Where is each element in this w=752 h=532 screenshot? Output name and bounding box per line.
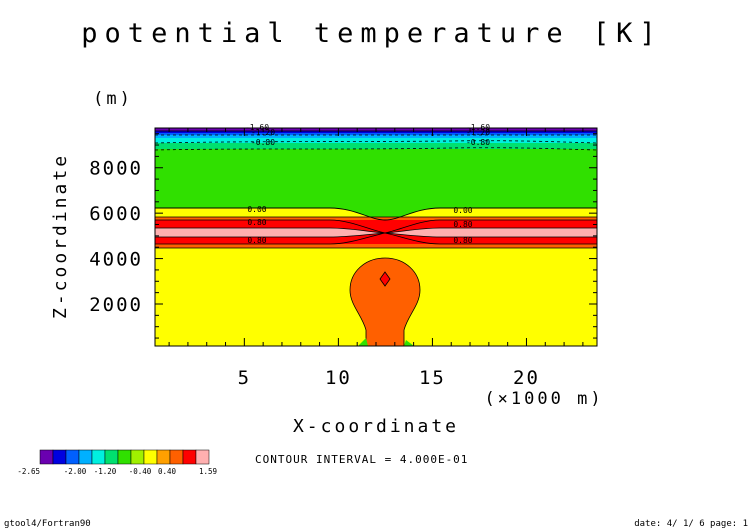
x-tick-labels: 5 10 15 20 (238, 367, 540, 389)
contour-label: 0.80 (247, 236, 266, 245)
y-axis-title: Z-coordinate (50, 153, 71, 319)
colorbar-swatch (65, 449, 80, 465)
plot-area: -1.60 -1.20 -0.80 0.00 0.80 0.80 -1.60 -… (154, 123, 598, 347)
contour-label: 0.80 (453, 220, 472, 229)
colorbar-swatch (104, 449, 119, 465)
y-tick-label: 8000 (89, 158, 143, 180)
contour-label: -0.80 (251, 138, 275, 147)
y-tick-label: 2000 (89, 294, 143, 316)
colorbar-swatch (143, 449, 158, 465)
small-green-left (358, 338, 368, 346)
chart-title: potential temperature [K] (81, 18, 662, 49)
contour-label: -1.20 (466, 128, 490, 137)
colorbar-tick-label: 1.59 (199, 467, 217, 476)
band-top-blue2 (155, 133, 597, 135)
band-pink-right (385, 228, 597, 237)
band-top-cyan (155, 135, 597, 138)
x-axis-title: X-coordinate (293, 416, 459, 437)
axis-ticks (155, 128, 597, 346)
small-green-right (404, 340, 414, 346)
x-tick-label: 10 (325, 367, 352, 389)
band-red-upper (155, 220, 597, 233)
colorbar-swatch (91, 449, 106, 465)
contour-interval-text: CONTOUR INTERVAL = 4.000E-01 (255, 453, 468, 466)
bubble-red-diamond (379, 271, 391, 287)
y-tick-label: 4000 (89, 249, 143, 271)
colorbar-swatch (156, 449, 171, 465)
colorbar-tick-label: -0.40 (129, 467, 152, 476)
contour-label: -1.20 (251, 128, 275, 137)
band-top-green (155, 143, 597, 149)
contour-lines (154, 130, 598, 249)
footer-left: gtool4/Fortran90 (4, 519, 91, 529)
colorbar-tick-label: -1.20 (94, 467, 117, 476)
colorbar-swatch (195, 449, 210, 465)
contour-label: 0.80 (453, 236, 472, 245)
band-pink-left (155, 228, 385, 237)
contour-label: -0.80 (466, 138, 490, 147)
x-tick-label: 5 (238, 367, 251, 389)
colorbar-tick-labels: -2.65 -2.00 -1.20 -0.40 0.40 1.59 (17, 467, 217, 476)
contour-label: 0.00 (247, 205, 266, 214)
x-tick-label: 15 (419, 367, 446, 389)
contour-label: 0.00 (453, 206, 472, 215)
band-upper-green (155, 149, 597, 220)
x-unit-label: (×1000 m) (484, 389, 603, 409)
colorbar-tick-label: -2.00 (64, 467, 87, 476)
colorbar-swatch (78, 449, 93, 465)
band-top-aqua (155, 138, 597, 143)
contour-label: 0.80 (247, 218, 266, 227)
colorbar-tick-label: 0.40 (158, 467, 177, 476)
colorbar-swatch (117, 449, 132, 465)
x-tick-label: 20 (513, 367, 540, 389)
colorbar-swatch (130, 449, 145, 465)
colorbar-swatch (39, 449, 54, 465)
footer-right: date: 4/ 1/ 6 page: 1 (634, 519, 748, 529)
colorbar (39, 449, 210, 465)
colorbar-swatch (169, 449, 184, 465)
y-tick-labels: 2000 4000 6000 8000 (89, 158, 143, 316)
colorbar-tick-label: -2.65 (17, 467, 40, 476)
colorbar-swatch (52, 449, 67, 465)
colorbar-swatch (182, 449, 197, 465)
y-unit-label: (m) (93, 89, 133, 109)
band-red-lower (155, 233, 597, 244)
y-tick-label: 6000 (89, 203, 143, 225)
